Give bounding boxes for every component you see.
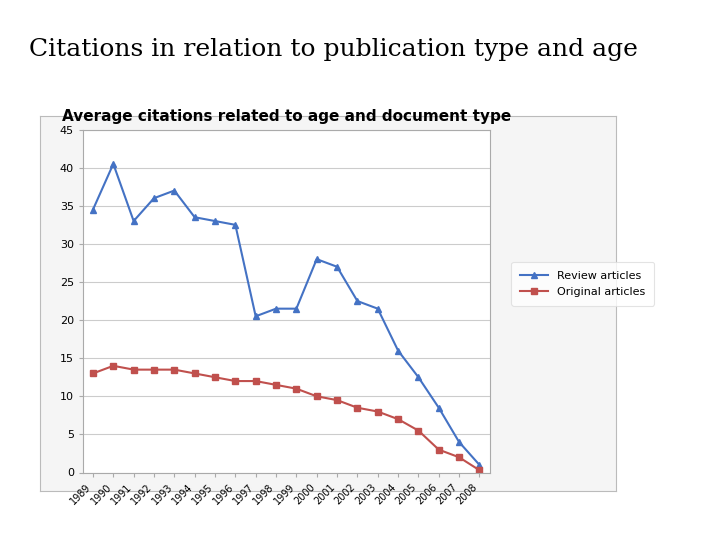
Title: Average citations related to age and document type: Average citations related to age and doc… bbox=[62, 109, 510, 124]
Review articles bbox=[271, 306, 280, 312]
Review articles bbox=[231, 221, 240, 228]
Original articles bbox=[414, 427, 423, 434]
Review articles bbox=[170, 187, 179, 194]
Original articles bbox=[333, 397, 341, 403]
Review articles bbox=[211, 218, 220, 224]
Original articles bbox=[150, 366, 158, 373]
Text: Citations in relation to publication type and age: Citations in relation to publication typ… bbox=[29, 38, 638, 61]
Review articles bbox=[394, 347, 402, 354]
Original articles bbox=[130, 366, 138, 373]
Review articles bbox=[150, 195, 158, 201]
Review articles bbox=[89, 206, 97, 213]
Original articles bbox=[190, 370, 199, 377]
Original articles bbox=[374, 408, 382, 415]
Review articles bbox=[109, 161, 117, 167]
Original articles bbox=[455, 454, 464, 461]
Original articles bbox=[292, 386, 301, 392]
Review articles bbox=[312, 256, 321, 262]
Original articles bbox=[394, 416, 402, 422]
Review articles bbox=[414, 374, 423, 381]
Review articles bbox=[434, 404, 443, 411]
Line: Original articles: Original articles bbox=[90, 363, 482, 473]
Original articles bbox=[109, 362, 117, 369]
Review articles bbox=[353, 298, 361, 305]
Review articles bbox=[292, 306, 301, 312]
Review articles bbox=[475, 462, 484, 468]
Original articles bbox=[312, 393, 321, 400]
Review articles bbox=[251, 313, 260, 320]
Review articles bbox=[130, 218, 138, 224]
Review articles bbox=[455, 439, 464, 446]
Legend: Review articles, Original articles: Review articles, Original articles bbox=[511, 262, 654, 306]
Original articles bbox=[170, 366, 179, 373]
Review articles bbox=[190, 214, 199, 220]
Original articles bbox=[251, 378, 260, 384]
Original articles bbox=[271, 382, 280, 388]
Original articles bbox=[231, 378, 240, 384]
Review articles bbox=[374, 306, 382, 312]
Review articles bbox=[333, 264, 341, 270]
Original articles bbox=[211, 374, 220, 381]
Original articles bbox=[475, 467, 484, 474]
Line: Review articles: Review articles bbox=[90, 161, 482, 468]
Original articles bbox=[434, 447, 443, 453]
Original articles bbox=[89, 370, 97, 377]
Original articles bbox=[353, 404, 361, 411]
